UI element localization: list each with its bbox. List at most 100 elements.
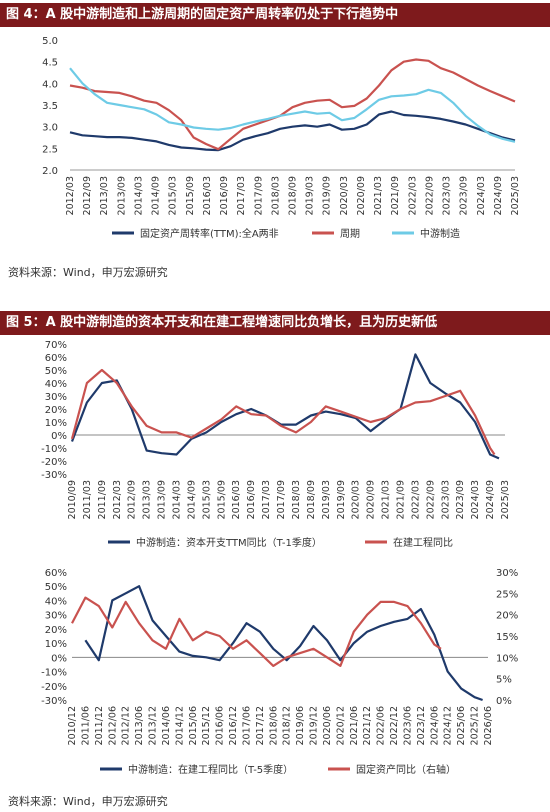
x-tick-label: 2020/06: [322, 706, 333, 745]
series-line-2: [69, 67, 516, 143]
y-tick-label: 40%: [45, 379, 67, 390]
y-tick-label: 0%: [51, 431, 67, 442]
x-tick-label: 2012/12: [121, 706, 132, 745]
x-tick-label: 2024/03: [476, 176, 487, 215]
y-tick-label: 70%: [45, 340, 67, 351]
y-tick-label: 3.5: [42, 101, 58, 112]
x-tick-label: 2023/03: [442, 176, 453, 215]
y-tick-label: 4.5: [42, 58, 58, 69]
x-tick-label: 2018/03: [291, 480, 302, 519]
x-tick-label: 2023/09: [455, 480, 466, 519]
x-tick-label: 2013/12: [148, 706, 159, 745]
x-tick-label: 2018/09: [288, 176, 299, 215]
x-tick-label: 2019/03: [321, 480, 332, 519]
x-tick-label: 2024/09: [493, 176, 504, 215]
x-tick-label: 2022/03: [410, 480, 421, 519]
x-tick-label: 2012/09: [127, 480, 138, 519]
x-tick-label: 2019/03: [305, 176, 316, 215]
legend-label-0: 中游制造：在建工程同比（T-5季度）: [128, 763, 293, 776]
y-tick-label: 2.5: [42, 144, 58, 155]
x-tick-label: 2012/03: [112, 480, 123, 519]
figure5-top-chart: -30% -20% -10% 0% 10% 20% 30% 40% 50% 60% 70% 2010/…: [41, 340, 511, 549]
series-line-0: [70, 353, 500, 460]
x-tick-label: 2012/06: [107, 706, 118, 745]
x-tick-label: 2015/03: [168, 176, 179, 215]
legend-label-0: 中游制造：资本开支TTM同比（T-1季度）: [136, 536, 322, 549]
series-line-0: [84, 585, 483, 702]
x-tick-label: 2010/12: [67, 706, 78, 745]
y-tick-label: 3.0: [42, 123, 58, 134]
y-tick-label: -30%: [41, 470, 67, 481]
x-tick-label: 2014/09: [151, 176, 162, 215]
x-tick-label: 2022/09: [424, 176, 435, 215]
x-tick-label: 2015/09: [216, 480, 227, 519]
x-tick-label: 2017/09: [276, 480, 287, 519]
y-right-tick-label: 15%: [496, 632, 518, 643]
x-tick-label: 2025/03: [500, 480, 511, 519]
series-line-1: [70, 368, 496, 456]
y-right-tick-label: 10%: [496, 653, 518, 664]
y-left-tick-label: 40%: [45, 596, 67, 607]
figure5-source: 资料来源：Wind，申万宏源研究: [8, 795, 168, 808]
x-tick-label: 2018/12: [282, 706, 293, 745]
x-tick-label: 2014/03: [133, 176, 144, 215]
x-tick-label: 2021/09: [395, 480, 406, 519]
x-tick-label: 2016/03: [231, 480, 242, 519]
x-tick-label: 2023/09: [459, 176, 470, 215]
x-tick-label: 2015/09: [185, 176, 196, 215]
x-tick-label: 2010/09: [67, 480, 78, 519]
x-tick-label: 2011/12: [94, 706, 105, 745]
x-tick-label: 2024/06: [429, 706, 440, 745]
y-left-tick-label: -20%: [41, 682, 67, 693]
y-right-tick-label: 20%: [496, 611, 518, 622]
x-tick-label: 2025/12: [470, 706, 481, 745]
y-tick-label: 50%: [45, 366, 67, 377]
x-tick-label: 2020/12: [335, 706, 346, 745]
x-tick-label: 2020/09: [356, 176, 367, 215]
x-tick-label: 2020/09: [366, 480, 377, 519]
x-tick-label: 2011/03: [82, 480, 93, 519]
x-tick-label: 2016/03: [202, 176, 213, 215]
x-tick-label: 2017/09: [253, 176, 264, 215]
series-line-1: [69, 58, 516, 151]
y-tick-label: -20%: [41, 457, 67, 468]
y-tick-label: 5.0: [42, 36, 58, 47]
y-left-tick-label: 0%: [51, 653, 67, 664]
x-tick-label: 2022/06: [376, 706, 387, 745]
x-tick-label: 2012/03: [65, 176, 76, 215]
y-tick-label: 60%: [45, 353, 67, 364]
x-tick-label: 2011/09: [97, 480, 108, 519]
x-tick-label: 2022/09: [425, 480, 436, 519]
legend-label-1: 在建工程同比: [393, 536, 453, 549]
x-tick-label: 2016/12: [228, 706, 239, 745]
legend-label-0: 固定资产周转率(TTM):全A两非: [140, 227, 279, 240]
y-tick-label: 20%: [45, 405, 67, 416]
series-line-1: [71, 596, 442, 668]
x-tick-label: 2012/09: [82, 176, 93, 215]
figure5-bottom-chart: -30% -20% -10% 0% 10% 20% 30% 40% 50% 60% 0% 5% 10% 1…: [41, 568, 518, 776]
x-tick-label: 2016/09: [219, 176, 230, 215]
y-left-tick-label: -30%: [41, 696, 67, 707]
x-tick-label: 2013/03: [142, 480, 153, 519]
x-tick-label: 2017/03: [261, 480, 272, 519]
y-left-tick-label: -10%: [41, 668, 67, 679]
figure5-title: 图 5：A 股中游制造的资本开支和在建工程增速同比负增长，且为历史新低: [0, 311, 550, 335]
x-tick-label: 2013/06: [134, 706, 145, 745]
x-tick-label: 2021/06: [349, 706, 360, 745]
x-tick-label: 2019/12: [309, 706, 320, 745]
x-tick-label: 2019/06: [295, 706, 306, 745]
y-right-tick-label: 30%: [496, 568, 518, 579]
y-right-tick-label: 5%: [496, 675, 512, 686]
y-tick-label: 30%: [45, 392, 67, 403]
x-tick-label: 2021/03: [373, 176, 384, 215]
x-tick-label: 2025/03: [510, 176, 521, 215]
figure4-title: 图 4：A 股中游制造和上游周期的固定资产周转率仍处于下行趋势中: [0, 3, 550, 27]
y-tick-label: 4.0: [42, 79, 58, 90]
x-tick-label: 2021/12: [362, 706, 373, 745]
x-tick-label: 2014/03: [172, 480, 183, 519]
x-tick-label: 2018/03: [270, 176, 281, 215]
x-tick-label: 2022/03: [407, 176, 418, 215]
x-tick-label: 2011/06: [80, 706, 91, 745]
x-tick-label: 2021/09: [390, 176, 401, 215]
y-tick-label: 2.0: [42, 166, 58, 177]
